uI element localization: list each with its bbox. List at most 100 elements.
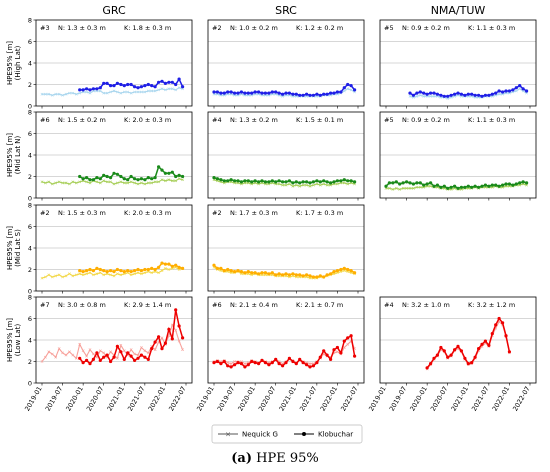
point-klobuchar [174, 82, 178, 87]
point-nequick [44, 275, 47, 279]
point-klobuchar [308, 181, 312, 185]
point-nequick [133, 181, 136, 185]
point-klobuchar [408, 91, 412, 95]
point-klobuchar [339, 90, 343, 94]
point-nequick [54, 181, 58, 185]
point-nequick [61, 93, 64, 97]
point-klobuchar [281, 180, 285, 184]
point-klobuchar [219, 178, 223, 182]
point-klobuchar [115, 344, 119, 348]
point-nequick [109, 350, 112, 354]
point-klobuchar [102, 355, 106, 359]
point-nequick [143, 349, 147, 353]
point-klobuchar [401, 181, 405, 185]
point-nequick [308, 184, 312, 188]
point-klobuchar [411, 93, 415, 97]
point-klobuchar [105, 270, 109, 274]
point-nequick [105, 91, 109, 95]
panel-station-id: #2 [212, 24, 222, 32]
point-klobuchar [425, 182, 429, 186]
point-klobuchar [415, 91, 419, 95]
point-nequick [429, 184, 432, 188]
point-klobuchar [215, 90, 219, 94]
point-nequick [85, 90, 88, 94]
point-nequick [95, 272, 99, 276]
point-nequick [298, 184, 302, 188]
point-klobuchar [301, 93, 305, 97]
point-klobuchar [85, 269, 89, 273]
legend-nequick-marker: × [225, 431, 231, 439]
point-nequick [71, 180, 75, 184]
point-nequick [167, 87, 171, 91]
point-klobuchar [143, 355, 147, 359]
panel-nequick-stat: N: 2.1 ± 0.4 m [230, 301, 278, 309]
point-nequick [54, 355, 58, 359]
y-tick-label: 6 [28, 315, 32, 323]
point-klobuchar [226, 364, 230, 368]
point-klobuchar [160, 79, 164, 83]
point-nequick [514, 89, 518, 93]
point-nequick [102, 273, 106, 277]
point-klobuchar [281, 364, 285, 368]
point-nequick [129, 348, 133, 352]
point-klobuchar [315, 92, 319, 96]
legend: × Nequick G Klobuchar [211, 424, 363, 444]
point-klobuchar [318, 93, 322, 97]
point-nequick [174, 328, 178, 332]
point-nequick [61, 351, 64, 355]
point-klobuchar [446, 355, 450, 359]
point-nequick [394, 186, 398, 190]
point-nequick [146, 351, 150, 355]
point-klobuchar [146, 176, 150, 180]
point-klobuchar [129, 82, 133, 87]
point-klobuchar [167, 80, 171, 84]
point-klobuchar [483, 93, 487, 97]
x-tick-label: 2021-07 [298, 385, 319, 413]
point-klobuchar [85, 176, 89, 180]
point-nequick [85, 272, 88, 276]
point-klobuchar [105, 81, 109, 85]
point-nequick [136, 90, 140, 94]
point-klobuchar [291, 92, 295, 96]
point-klobuchar [332, 180, 336, 184]
point-nequick [40, 360, 44, 363]
point-nequick [74, 273, 78, 277]
point-klobuchar [305, 92, 309, 96]
point-klobuchar [257, 90, 261, 94]
point-nequick [281, 183, 284, 187]
point-nequick [167, 268, 171, 271]
point-klobuchar [98, 86, 102, 90]
panel-klobuchar-stat: K: 1.1 ± 0.3 m [468, 116, 515, 124]
point-nequick [284, 183, 288, 187]
point-klobuchar [153, 267, 157, 272]
point-klobuchar [346, 179, 350, 183]
point-klobuchar [305, 363, 309, 367]
point-nequick [71, 274, 75, 278]
point-klobuchar [308, 93, 312, 97]
panel-frame [379, 296, 537, 384]
point-klobuchar [411, 182, 415, 186]
point-klobuchar [521, 87, 525, 91]
point-klobuchar [274, 90, 278, 94]
point-nequick [418, 185, 422, 189]
y-tick-label: 2 [28, 358, 32, 366]
point-nequick [47, 350, 51, 354]
point-klobuchar [250, 271, 254, 275]
y-axis-label-group: (Low Lat) [14, 324, 22, 357]
point-klobuchar [459, 349, 463, 353]
point-nequick [422, 94, 426, 98]
point-nequick [95, 355, 99, 359]
point-klobuchar [233, 179, 237, 183]
point-klobuchar [525, 89, 529, 93]
point-klobuchar [102, 269, 106, 273]
point-nequick [109, 273, 112, 277]
point-klobuchar [85, 358, 89, 362]
point-klobuchar [139, 85, 143, 89]
point-klobuchar [284, 361, 288, 365]
point-nequick [50, 352, 54, 356]
x-tick-label: 2019-07 [216, 385, 237, 413]
point-klobuchar [287, 273, 291, 277]
point-klobuchar [325, 353, 329, 357]
point-klobuchar [281, 92, 285, 96]
point-klobuchar [480, 94, 484, 98]
